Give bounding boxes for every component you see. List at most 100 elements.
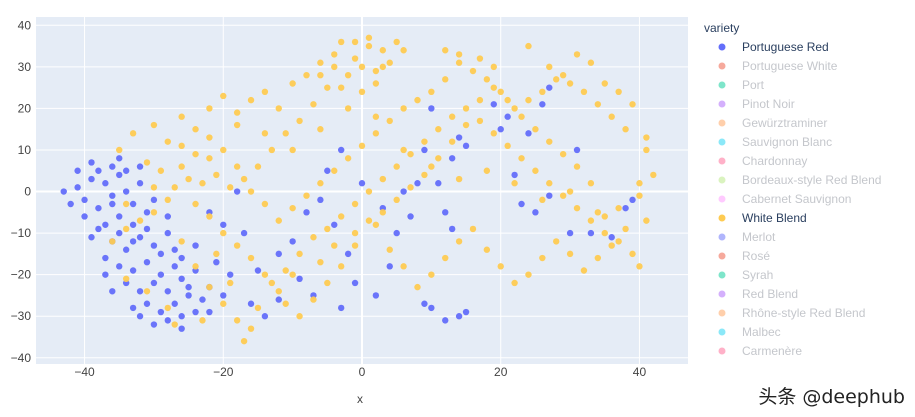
data-point — [220, 292, 227, 299]
data-point — [636, 192, 643, 199]
data-point — [74, 167, 81, 174]
data-point — [171, 246, 178, 253]
data-point — [109, 163, 116, 170]
legend-item[interactable]: Sauvignon Blanc — [718, 135, 833, 149]
legend-marker — [718, 62, 726, 70]
data-point — [379, 47, 387, 54]
legend-item[interactable]: Rhône-style Red Blend — [718, 306, 866, 320]
data-point — [282, 267, 289, 274]
data-point — [455, 134, 463, 141]
data-point — [227, 271, 234, 278]
legend-marker — [718, 43, 726, 51]
legend-item[interactable]: Rosé — [718, 249, 771, 263]
data-point — [400, 188, 407, 195]
data-point — [136, 180, 144, 187]
data-point — [233, 242, 241, 249]
data-point — [331, 167, 338, 174]
data-point — [400, 105, 407, 112]
data-point — [553, 76, 560, 83]
data-point — [372, 113, 380, 120]
data-point — [351, 242, 359, 249]
data-point — [109, 200, 116, 208]
data-point — [116, 213, 123, 220]
data-point — [317, 180, 324, 187]
data-point — [220, 221, 227, 228]
y-tick-label: −40 — [11, 351, 32, 365]
data-point — [393, 38, 400, 46]
data-point — [525, 271, 532, 278]
legend-item[interactable]: Malbec — [718, 325, 781, 339]
data-point — [317, 258, 324, 266]
data-point — [268, 279, 276, 287]
legend-item[interactable]: Portuguese Red — [718, 40, 829, 54]
data-point — [261, 200, 269, 208]
data-point — [143, 225, 151, 233]
data-point — [185, 292, 192, 299]
data-point — [275, 105, 282, 112]
legend-item[interactable]: Gewürztraminer — [718, 116, 828, 130]
y-tick-label: 10 — [18, 143, 32, 157]
data-point — [393, 163, 400, 170]
data-point — [136, 234, 144, 241]
y-tick-label: 0 — [24, 185, 31, 199]
data-point — [455, 59, 463, 66]
legend-label: Portuguese Red — [742, 40, 829, 54]
data-point — [615, 88, 622, 96]
data-point — [539, 196, 546, 204]
legend-label: Red Blend — [742, 287, 798, 301]
data-point — [400, 146, 407, 154]
data-point — [462, 121, 470, 129]
data-point — [580, 88, 588, 96]
data-point — [289, 146, 296, 154]
data-point — [372, 80, 380, 87]
legend-item[interactable]: Portuguese White — [718, 59, 838, 73]
data-point — [178, 275, 185, 283]
legend-item[interactable]: Port — [718, 78, 765, 92]
data-point — [407, 150, 414, 158]
data-point — [164, 288, 171, 295]
data-point — [442, 76, 449, 83]
data-point — [594, 101, 602, 108]
data-point — [344, 71, 352, 79]
data-point — [351, 200, 359, 208]
data-point — [518, 113, 525, 120]
x-axis-label: x — [357, 392, 363, 406]
data-point — [157, 271, 165, 278]
data-point — [580, 267, 588, 274]
legend-item[interactable]: Carmenère — [718, 344, 803, 358]
data-point — [171, 300, 178, 307]
data-point — [122, 225, 130, 233]
data-point — [407, 213, 414, 220]
data-point — [116, 155, 123, 162]
data-point — [573, 204, 581, 212]
data-point — [490, 84, 497, 91]
data-point — [206, 134, 213, 141]
data-point — [442, 254, 449, 262]
legend-label: Pinot Noir — [742, 97, 795, 111]
data-point — [421, 138, 428, 145]
legend-item[interactable]: White Blend — [718, 211, 807, 225]
legend-item[interactable]: Bordeaux-style Red Blend — [718, 173, 882, 187]
data-point — [358, 63, 366, 71]
legend-item[interactable]: Cabernet Sauvignon — [718, 192, 852, 206]
data-point — [289, 204, 296, 212]
legend-item[interactable]: Chardonnay — [718, 154, 808, 168]
data-point — [518, 155, 525, 162]
data-point — [539, 254, 546, 262]
data-point — [587, 59, 595, 66]
data-point — [296, 275, 303, 283]
data-point — [559, 71, 567, 79]
data-point — [455, 175, 463, 183]
legend[interactable]: Portuguese Red Portuguese White Port Pinot … — [718, 40, 882, 358]
legend-item[interactable]: Pinot Noir — [718, 97, 795, 111]
legend-item[interactable]: Merlot — [718, 230, 777, 244]
legend-item[interactable]: Syrah — [718, 268, 774, 282]
data-point — [88, 234, 95, 241]
data-point — [435, 180, 442, 187]
data-point — [60, 188, 67, 195]
legend-item[interactable]: Red Blend — [718, 287, 799, 301]
data-point — [650, 171, 657, 179]
data-point — [164, 196, 171, 204]
data-point — [116, 263, 123, 270]
data-point — [442, 317, 449, 324]
